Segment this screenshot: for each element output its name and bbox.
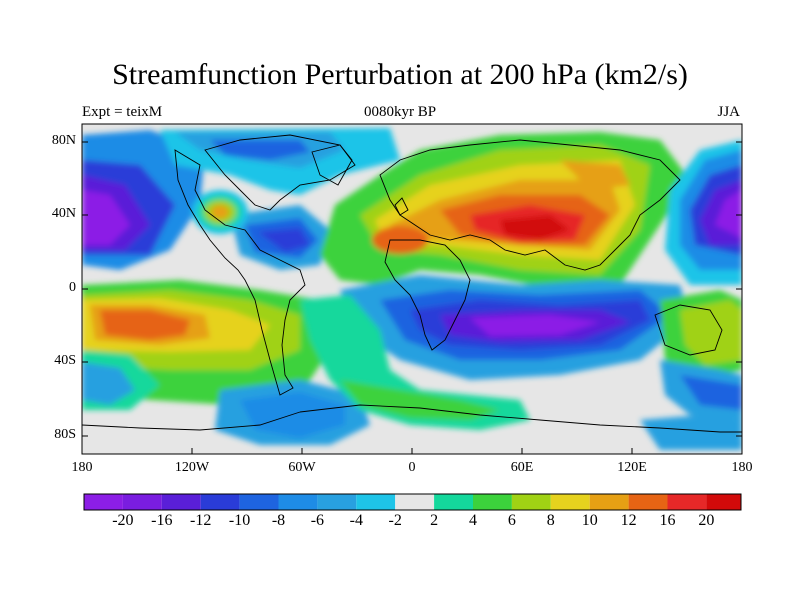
colorbar-label: -20 (112, 512, 134, 529)
colorbar-swatch-11 (473, 494, 512, 510)
colorbar-label: -4 (349, 512, 363, 529)
colorbar-swatch-1 (84, 494, 123, 510)
colorbar-swatch-17 (706, 494, 741, 510)
colorbar-swatch-5 (239, 494, 279, 510)
colorbar-label: 20 (698, 512, 715, 529)
streamfunction-field (82, 124, 742, 454)
colorbar-label: 10 (581, 512, 598, 529)
colorbar-label: -16 (151, 512, 173, 529)
lon-label-60w: 60W (288, 460, 316, 475)
colorbar-swatch-15 (628, 494, 668, 510)
tick-marks (81, 141, 743, 454)
colorbar-label: 4 (469, 512, 477, 529)
lon-label-120e: 120E (617, 460, 647, 475)
coastlines (82, 134, 742, 433)
colorbar-label: 12 (620, 512, 637, 529)
colorbar-swatch-14 (589, 494, 629, 510)
colorbar-label: -10 (228, 512, 251, 529)
colorbar-swatch-8 (356, 494, 396, 510)
colorbar-label: 8 (546, 512, 555, 529)
colorbar-swatch-4 (200, 494, 240, 510)
lat-label-80n: 80N (51, 133, 76, 148)
lon-label-60e: 60E (510, 460, 534, 475)
colorbar-swatch-13 (550, 494, 590, 510)
lat-label-80s: 80S (54, 427, 76, 442)
lon-label-0: 0 (408, 460, 416, 475)
lon-label-180-west: 180 (71, 460, 93, 475)
colorbar-swatch-16 (667, 494, 707, 510)
experiment-label: Expt = teixM (82, 104, 163, 120)
colorbar-label: 6 (507, 512, 516, 529)
time-label: 0080kyr BP (363, 104, 437, 120)
colorbar-label: -6 (310, 512, 325, 529)
colorbar-label: -2 (388, 512, 402, 529)
lon-label-180-east: 180 (731, 460, 753, 475)
colorbar-swatch-2 (122, 494, 162, 510)
colorbar (83, 493, 742, 511)
lat-label-40n: 40N (51, 206, 76, 221)
colorbar-label: -8 (271, 512, 286, 529)
map-title: Streamfunction Perturbation at 200 hPa (… (112, 58, 688, 91)
colorbar-swatch-12 (511, 494, 551, 510)
lat-label-40s: 40S (54, 353, 76, 368)
colorbar-label: -12 (190, 512, 212, 529)
lat-label-0: 0 (69, 280, 76, 295)
season-label: JJA (717, 104, 740, 120)
colorbar-swatch-7 (317, 494, 357, 510)
colorbar-label: 16 (659, 512, 676, 529)
colorbar-swatch-3 (161, 494, 201, 510)
colorbar-swatch-10 (434, 494, 473, 510)
colorbar-swatch-9 (395, 494, 435, 510)
colorbar-swatch-6 (278, 494, 318, 510)
lon-label-120w: 120W (174, 460, 210, 475)
colorbar-label: 2 (430, 512, 439, 529)
